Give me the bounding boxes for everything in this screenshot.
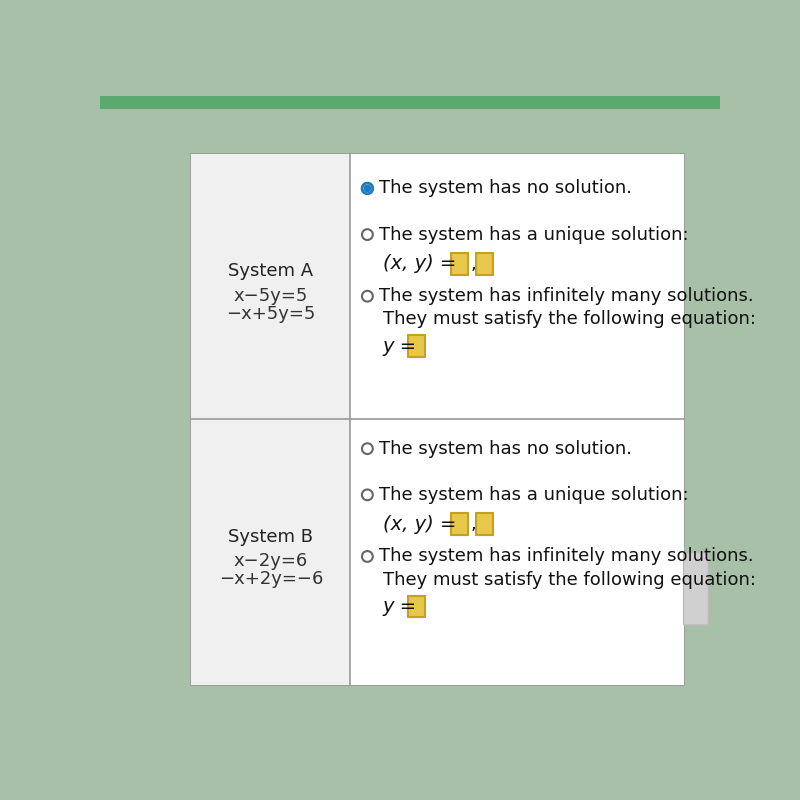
Text: They must satisfy the following equation:: They must satisfy the following equation… [383, 570, 756, 589]
Text: The system has infinitely many solutions.: The system has infinitely many solutions… [379, 547, 754, 566]
Text: −x+5y=5: −x+5y=5 [226, 305, 315, 322]
Text: They must satisfy the following equation:: They must satisfy the following equation… [383, 310, 756, 328]
Text: ,: , [470, 515, 476, 533]
FancyBboxPatch shape [350, 419, 683, 685]
FancyBboxPatch shape [451, 514, 468, 535]
Text: System A: System A [228, 262, 314, 280]
FancyBboxPatch shape [476, 514, 493, 535]
FancyBboxPatch shape [191, 154, 350, 419]
FancyBboxPatch shape [451, 253, 468, 274]
Circle shape [362, 291, 373, 302]
Circle shape [362, 230, 373, 240]
Circle shape [362, 183, 373, 194]
Circle shape [362, 551, 373, 562]
Text: −x+2y=−6: −x+2y=−6 [218, 570, 323, 588]
FancyBboxPatch shape [476, 253, 493, 274]
Circle shape [362, 443, 373, 454]
FancyBboxPatch shape [100, 96, 720, 109]
Text: The system has a unique solution:: The system has a unique solution: [379, 486, 689, 504]
Circle shape [364, 185, 370, 192]
Text: (x, y) =: (x, y) = [383, 514, 456, 534]
FancyBboxPatch shape [191, 419, 350, 685]
Text: y =: y = [383, 337, 417, 356]
Text: The system has no solution.: The system has no solution. [379, 179, 632, 198]
Circle shape [362, 490, 373, 500]
Text: The system has a unique solution:: The system has a unique solution: [379, 226, 689, 243]
Text: System B: System B [228, 528, 314, 546]
Text: x−2y=6: x−2y=6 [234, 553, 308, 570]
FancyBboxPatch shape [191, 154, 683, 685]
Text: The system has infinitely many solutions.: The system has infinitely many solutions… [379, 287, 754, 305]
Text: (x, y) =: (x, y) = [383, 254, 456, 274]
Text: ,: , [470, 255, 476, 273]
Text: The system has no solution.: The system has no solution. [379, 440, 632, 458]
FancyBboxPatch shape [683, 553, 708, 625]
Text: x−5y=5: x−5y=5 [234, 287, 308, 305]
FancyBboxPatch shape [408, 596, 425, 618]
Text: y =: y = [383, 597, 417, 616]
FancyBboxPatch shape [350, 154, 683, 419]
FancyBboxPatch shape [408, 335, 425, 357]
